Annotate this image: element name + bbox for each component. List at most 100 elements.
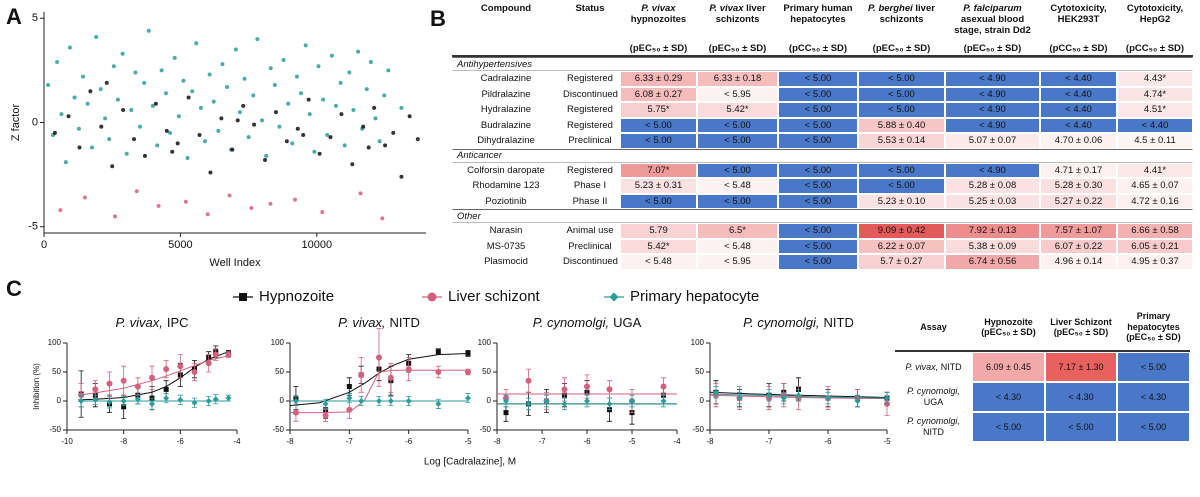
value-cell: < 5.00	[620, 117, 697, 133]
marker	[121, 404, 127, 410]
unit: (pCC₅₀ ± SD)	[1125, 43, 1185, 55]
table-row: Poziotinib Phase II < 5.00 < 5.00 < 5.00 5.23…	[452, 193, 1193, 209]
point	[186, 95, 191, 100]
section-row: Other	[452, 209, 1193, 223]
unit: (pEC₅₀ ± SD)	[1053, 327, 1109, 337]
point	[181, 78, 186, 83]
value-cell: < 5.48	[697, 238, 778, 254]
value-cell: < 5.00	[778, 193, 858, 209]
value-cell: < 5.95	[697, 254, 778, 270]
marker	[346, 406, 353, 413]
value-cell: 4.70 ± 0.06	[1040, 133, 1117, 149]
value-cell: 5.07 ± 0.07	[945, 133, 1040, 149]
marker	[606, 386, 613, 393]
marker	[465, 395, 471, 402]
x-tick-label: -10	[61, 437, 73, 446]
marker	[736, 395, 743, 402]
point	[306, 97, 311, 102]
marker	[660, 383, 667, 390]
status: Animal use	[560, 223, 620, 239]
value-cell: 5.28 ± 0.08	[945, 178, 1040, 194]
unit: (pCC₅₀ ± SD)	[788, 43, 848, 55]
point	[153, 101, 158, 106]
marker	[346, 395, 353, 402]
chart-title: P. cynomolgi, UGA	[533, 315, 642, 330]
value-cell: 5.38 ± 0.09	[945, 238, 1040, 254]
point	[172, 55, 177, 60]
value-cell: < 5.00	[778, 178, 858, 194]
point	[290, 141, 295, 146]
point	[170, 149, 175, 154]
y-tick-label: 100	[48, 338, 62, 347]
point	[358, 191, 363, 196]
unit: (pEC₅₀ ± SD)	[708, 43, 767, 55]
column-header: Primary human hepatocytes	[778, 3, 858, 40]
value-cell: 7.07*	[620, 162, 697, 178]
x-tick-label: -4	[233, 437, 241, 446]
value-cell: < 4.90	[945, 71, 1040, 87]
point	[235, 118, 240, 123]
x-tick-label: -8	[120, 437, 128, 446]
marker	[120, 377, 127, 384]
compound: Budralazine	[452, 117, 560, 133]
compound: Plasmocid	[452, 254, 560, 270]
value-cell: < 5.00	[778, 133, 858, 149]
marker	[780, 395, 787, 402]
marker	[660, 398, 667, 404]
point	[312, 149, 317, 154]
point	[175, 141, 180, 146]
marker	[78, 398, 85, 404]
point	[168, 130, 173, 135]
x-tick-label: -5	[883, 437, 891, 446]
status: Registered	[560, 71, 620, 87]
point	[211, 99, 216, 104]
value-cell: 6.33 ± 0.29	[620, 71, 697, 87]
value-cell: 5.88 ± 0.40	[858, 117, 945, 133]
compound: MS-0735	[452, 238, 560, 254]
species: P. vivax,	[905, 361, 939, 372]
title-species: P. vivax,	[338, 315, 385, 330]
point	[52, 130, 57, 135]
column-header: Assay	[895, 304, 972, 352]
column-unit: (pEC₅₀ ± SD)	[697, 40, 778, 57]
point	[382, 93, 387, 98]
marker	[435, 400, 442, 407]
assay: P. vivax, NITD	[895, 352, 972, 382]
value-cell: 6.05 ± 0.21	[1117, 238, 1193, 254]
value-cell: < 5.00	[778, 223, 858, 239]
table-body: P. vivax, NITD 6.09 ± 0.45 7.17 ± 1.30 < 5.…	[895, 352, 1190, 442]
point	[107, 137, 112, 142]
marker	[825, 395, 831, 402]
marker	[134, 383, 141, 390]
marker	[606, 400, 613, 407]
point	[383, 143, 388, 148]
value-cell: 5.25 ± 0.03	[945, 193, 1040, 209]
point	[386, 68, 391, 73]
status: Preclinical	[560, 133, 620, 149]
x-tick-label: 10000	[302, 239, 333, 251]
value-cell: 4.43*	[1117, 71, 1193, 87]
x-tick-label: -7	[765, 437, 773, 446]
x-tick-label: 0	[41, 239, 47, 251]
marker	[177, 363, 184, 370]
marker	[177, 396, 184, 403]
point	[146, 28, 151, 33]
name: liver schizonts	[879, 3, 935, 25]
value-cell: < 5.00	[778, 102, 858, 118]
table-row: P. cynomolgi, NITD < 5.00 < 5.00 < 5.00	[895, 412, 1190, 442]
point	[241, 103, 246, 108]
column-header: P. falciparum asexual blood stage, strai…	[945, 3, 1040, 40]
marker	[163, 395, 170, 402]
x-tick-label: -6	[177, 437, 185, 446]
name: Assay	[920, 321, 947, 332]
point	[58, 208, 63, 213]
y-tick-label: -5	[28, 221, 38, 233]
status: Phase I	[560, 178, 620, 194]
marker	[149, 400, 155, 407]
header-row: Compound Status P. vivax hypnozoites P. viv…	[452, 3, 1193, 40]
chart-title: P. cynomolgi, NITD	[743, 315, 854, 330]
column-unit: (pCC₅₀ ± SD)	[1117, 40, 1193, 57]
value-cell: < 5.00	[697, 162, 778, 178]
compound: Pildralazine	[452, 86, 560, 102]
compound: Narasin	[452, 223, 560, 239]
